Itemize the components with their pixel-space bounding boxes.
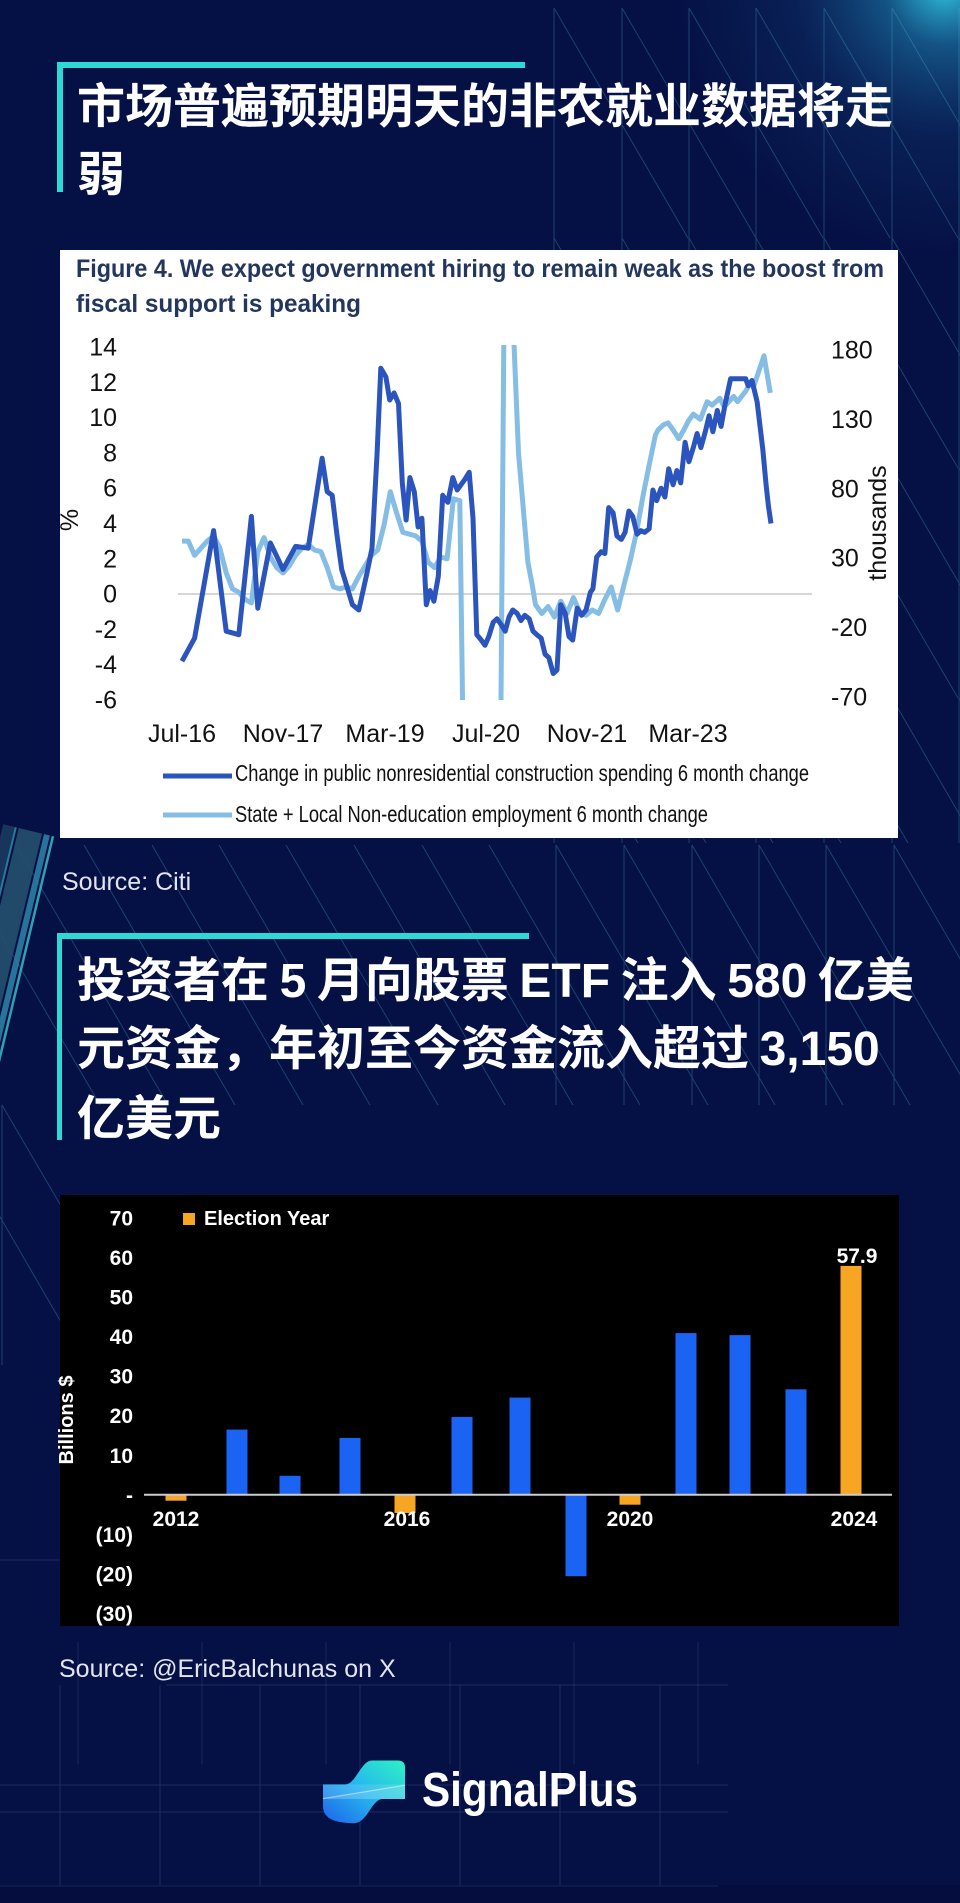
svg-text:14: 14 — [89, 334, 117, 362]
svg-text:2024: 2024 — [831, 1508, 878, 1531]
svg-text:-20: -20 — [831, 614, 867, 642]
svg-text:70: 70 — [110, 1208, 133, 1231]
svg-text:8: 8 — [103, 439, 117, 467]
svg-text:-70: -70 — [831, 684, 867, 712]
svg-text:180: 180 — [831, 337, 873, 365]
svg-text:Jul-20: Jul-20 — [452, 720, 520, 748]
svg-text:Figure 4. We expect government: Figure 4. We expect government hiring to… — [76, 255, 884, 283]
svg-text:5: 5 — [280, 955, 307, 1008]
svg-text:40: 40 — [110, 1326, 133, 1349]
svg-text:2: 2 — [103, 545, 117, 573]
svg-text:-2: -2 — [95, 616, 117, 644]
svg-text:Election Year: Election Year — [204, 1208, 329, 1230]
svg-text:10: 10 — [89, 404, 117, 432]
svg-text:30: 30 — [110, 1366, 133, 1389]
svg-text:ETF: ETF — [519, 955, 610, 1008]
svg-text:80: 80 — [831, 475, 859, 503]
svg-text:6: 6 — [103, 475, 117, 503]
svg-text:Change in public nonresidentia: Change in public nonresidential construc… — [235, 760, 809, 786]
svg-text:30: 30 — [831, 545, 859, 573]
svg-text:2020: 2020 — [607, 1508, 654, 1531]
svg-text:57.9: 57.9 — [837, 1245, 878, 1268]
svg-text:(20): (20) — [96, 1563, 133, 1586]
svg-text:4: 4 — [103, 510, 117, 538]
svg-text:Source: @EricBalchunas on X: Source: @EricBalchunas on X — [59, 1655, 396, 1683]
svg-text:12: 12 — [89, 369, 117, 397]
svg-text:2012: 2012 — [153, 1508, 200, 1531]
svg-text:SignalPlus: SignalPlus — [422, 1764, 638, 1817]
svg-text:Source: Citi: Source: Citi — [62, 868, 191, 896]
svg-text:Billions $: Billions $ — [56, 1376, 78, 1465]
svg-text:50: 50 — [110, 1287, 133, 1310]
svg-text:fiscal support is peaking: fiscal support is peaking — [76, 290, 361, 318]
svg-text:3,150: 3,150 — [760, 1023, 880, 1076]
svg-text:Nov-21: Nov-21 — [547, 720, 628, 748]
svg-text:thousands: thousands — [864, 465, 892, 580]
svg-text:%: % — [56, 509, 84, 531]
svg-text:0: 0 — [103, 581, 117, 609]
svg-text:130: 130 — [831, 406, 873, 434]
svg-text:Mar-19: Mar-19 — [345, 720, 424, 748]
svg-text:-6: -6 — [95, 687, 117, 715]
svg-text:(30): (30) — [96, 1603, 133, 1626]
svg-text:60: 60 — [110, 1247, 133, 1270]
svg-text:-: - — [126, 1484, 133, 1507]
svg-text:State + Local Non-education em: State + Local Non-education employment 6… — [235, 801, 708, 827]
svg-text:Nov-17: Nov-17 — [243, 720, 324, 748]
svg-text:-4: -4 — [95, 651, 117, 679]
svg-text:2016: 2016 — [384, 1508, 431, 1531]
svg-text:(10): (10) — [96, 1524, 133, 1547]
svg-text:20: 20 — [110, 1405, 133, 1428]
svg-text:580: 580 — [727, 955, 807, 1008]
svg-text:Mar-23: Mar-23 — [648, 720, 727, 748]
svg-text:10: 10 — [110, 1445, 133, 1468]
svg-text:Jul-16: Jul-16 — [148, 720, 216, 748]
